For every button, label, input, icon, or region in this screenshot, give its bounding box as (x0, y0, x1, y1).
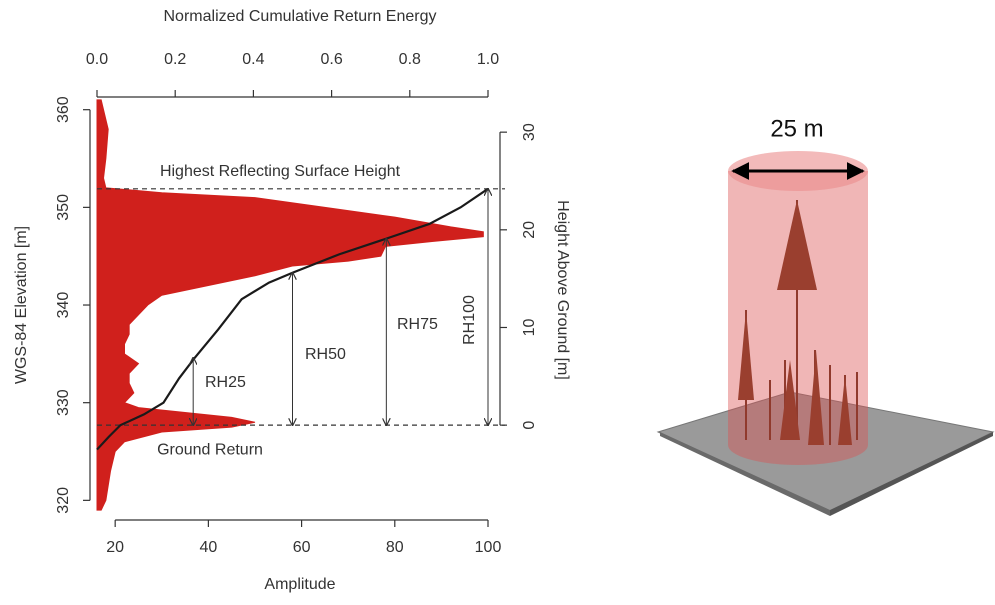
y-axis-label: WGS-84 Elevation [m] (13, 226, 30, 384)
x2-tick-label: 0.0 (86, 51, 108, 68)
x-tick-label: 100 (475, 539, 502, 556)
rh-label: RH50 (305, 346, 346, 363)
x-tick-label: 60 (293, 539, 311, 556)
x-tick-label: 20 (106, 539, 124, 556)
x2-tick-label: 0.4 (242, 51, 264, 68)
figure: Normalized Cumulative Return Energy Ampl… (0, 0, 995, 600)
diameter-label: 25 m (770, 115, 823, 142)
y2-tick-label: 30 (521, 123, 538, 141)
y-tick-label: 330 (55, 389, 72, 416)
y-tick-label: 350 (55, 194, 72, 221)
x-axis-label: Amplitude (264, 576, 335, 593)
x-tick-label: 80 (386, 539, 404, 556)
x2-tick-label: 0.2 (164, 51, 186, 68)
y2-tick-label: 20 (521, 221, 538, 239)
x2-axis-label: Normalized Cumulative Return Energy (164, 8, 437, 25)
y-tick-label: 320 (55, 487, 72, 514)
x2-tick-label: 0.6 (320, 51, 342, 68)
reference-label: Ground Return (157, 441, 263, 458)
cylinder-body (728, 171, 868, 465)
y-tick-label: 360 (55, 96, 72, 123)
x2-tick-label: 0.8 (399, 51, 421, 68)
reference-label: Highest Reflecting Surface Height (160, 163, 401, 180)
waveform-area (97, 100, 483, 510)
rh-label: RH100 (461, 295, 478, 345)
y2-tick-label: 0 (521, 421, 538, 430)
y2-axis-label: Height Above Ground [m] (554, 200, 571, 380)
rh-label: RH75 (397, 316, 438, 333)
y2-tick-label: 10 (521, 318, 538, 336)
x2-tick-label: 1.0 (477, 51, 499, 68)
y-tick-label: 340 (55, 292, 72, 319)
illustration: 25 m (658, 115, 993, 516)
x-tick-label: 40 (199, 539, 217, 556)
rh-label: RH25 (205, 374, 246, 391)
